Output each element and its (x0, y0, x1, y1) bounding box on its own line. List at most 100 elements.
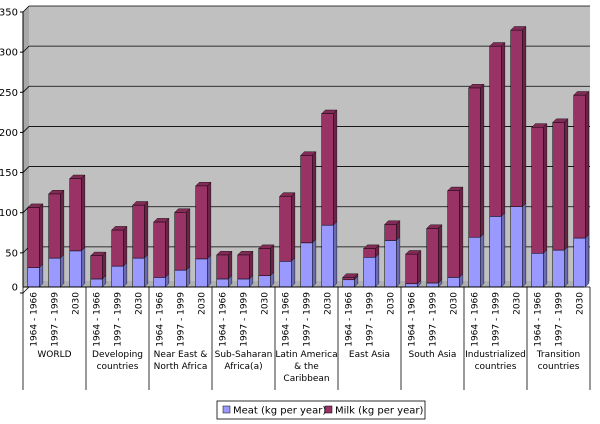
bar-meat (489, 212, 506, 288)
axes (20, 11, 584, 294)
bar-milk (405, 250, 422, 285)
x-tick-label: 1997 - 1999 (51, 292, 61, 347)
x-tick-label: 1964 - 1966 (93, 292, 103, 347)
x-tick-label: 1964 - 1966 (219, 292, 229, 347)
bar-milk (384, 220, 401, 241)
x-group-label: Developing countries (92, 350, 143, 372)
x-tick-label: 2030 (450, 292, 460, 315)
bar-milk (342, 273, 359, 281)
x-tick-label: 1964 - 1966 (282, 292, 292, 347)
x-group-label: Sub-Saharan Africa(a) (215, 350, 273, 372)
y-tick-label: 0 (12, 283, 18, 294)
y-tick-label: 300 (0, 48, 18, 59)
x-tick-label: 2030 (387, 292, 397, 315)
legend-label: Meat (kg per year) (233, 406, 326, 417)
y-tick-label: 150 (0, 168, 18, 179)
legend-swatch (222, 405, 231, 414)
bar-milk (48, 189, 65, 259)
y-tick-label: 250 (0, 88, 18, 99)
gridline-diag (22, 45, 30, 53)
gridline-diag (22, 5, 30, 13)
bar-milk (90, 251, 107, 280)
bar-milk (363, 244, 380, 258)
x-tick-label: 1964 - 1966 (345, 292, 355, 347)
bars (27, 26, 590, 288)
x-tick-label: 2030 (72, 292, 82, 315)
bar-milk (69, 174, 86, 252)
x-tick-label: 1964 - 1966 (534, 292, 544, 347)
x-tick-label: 1997 - 1999 (555, 292, 565, 347)
gridline-diag (22, 166, 30, 173)
bar-milk (237, 250, 254, 280)
x-group-label: East Asia (349, 350, 390, 360)
gridline-diag (22, 86, 30, 93)
x-tick-label: 1997 - 1999 (303, 292, 313, 347)
x-group-label: Transition countries (536, 350, 581, 372)
x-category-labels: 1964 - 1966 1997 - 1999 2030 1964 - 1966 199… (22, 287, 591, 390)
legend-box (216, 400, 426, 420)
legend-label: Milk (kg per year) (335, 406, 423, 417)
x-group-label: Latin America & the Caribbean (275, 350, 337, 384)
x-tick-label: 1997 - 1999 (177, 292, 187, 347)
bar-milk (447, 186, 464, 278)
x-group-labels: WORLD Developing countries Near East & North… (37, 350, 580, 384)
x-tick-label: 2030 (261, 292, 271, 315)
legend-swatch (324, 405, 333, 414)
bar-milk (27, 203, 44, 269)
bar-milk (531, 123, 548, 254)
x-tick-label: 1997 - 1999 (492, 292, 502, 347)
x-tick-label: 1997 - 1999 (114, 292, 124, 347)
x-tick-label: 2030 (513, 292, 523, 315)
bar-milk (510, 26, 527, 208)
x-tick-label: 1997 - 1999 (429, 292, 439, 347)
x-tick-label: 1964 - 1966 (471, 292, 481, 347)
bar-milk (426, 224, 443, 284)
bar-milk (195, 181, 212, 260)
gridline-diag (22, 126, 30, 133)
bar-milk (321, 109, 338, 226)
x-group-label: WORLD (37, 350, 71, 360)
bar-meat (552, 245, 569, 288)
bar-meat (48, 254, 65, 288)
bar-milk (216, 250, 233, 280)
bar-meat (468, 233, 485, 288)
x-tick-label: 1997 - 1999 (366, 292, 376, 347)
x-group-label: Near East & North Africa (154, 350, 208, 372)
y-tick-label: 350 (0, 8, 18, 19)
bar-milk (258, 244, 275, 277)
bar-meat (447, 273, 464, 288)
y-tick-label: 100 (0, 208, 18, 219)
x-tick-label: 2030 (576, 292, 586, 315)
bar-milk (300, 151, 317, 244)
x-tick-label: 1964 - 1966 (156, 292, 166, 347)
bar-milk (552, 118, 569, 251)
x-tick-label: 2030 (198, 292, 208, 315)
bar-meat (69, 246, 86, 288)
bar-milk (468, 83, 485, 238)
bar-milk (153, 217, 170, 278)
bar-meat (300, 238, 317, 288)
bar-milk (111, 225, 128, 267)
bar-meat (279, 257, 296, 288)
bar-milk (489, 42, 506, 217)
x-tick-label: 1964 - 1966 (408, 292, 418, 347)
bar-milk (174, 208, 191, 271)
legend: Meat (kg per year) Milk (kg per year) (216, 400, 426, 420)
bar-meat (195, 254, 212, 288)
bar-meat (321, 221, 338, 288)
x-tick-label: 1964 - 1966 (30, 292, 40, 347)
bar-meat (531, 249, 548, 288)
bar-milk (132, 201, 149, 259)
bar-milk (573, 91, 590, 239)
x-tick-label: 2030 (324, 292, 334, 315)
bar-meat (573, 233, 590, 288)
x-tick-label: 2030 (135, 292, 145, 315)
bar-meat (132, 254, 149, 288)
y-tick-labels: 0 50 100 150 200 250 300 350 (0, 8, 18, 294)
x-group-label: Industrialized countries (465, 350, 526, 372)
bar-meat (384, 236, 401, 288)
gridline-diag (22, 286, 30, 294)
bar-meat (510, 202, 527, 288)
bar-meat (363, 253, 380, 288)
